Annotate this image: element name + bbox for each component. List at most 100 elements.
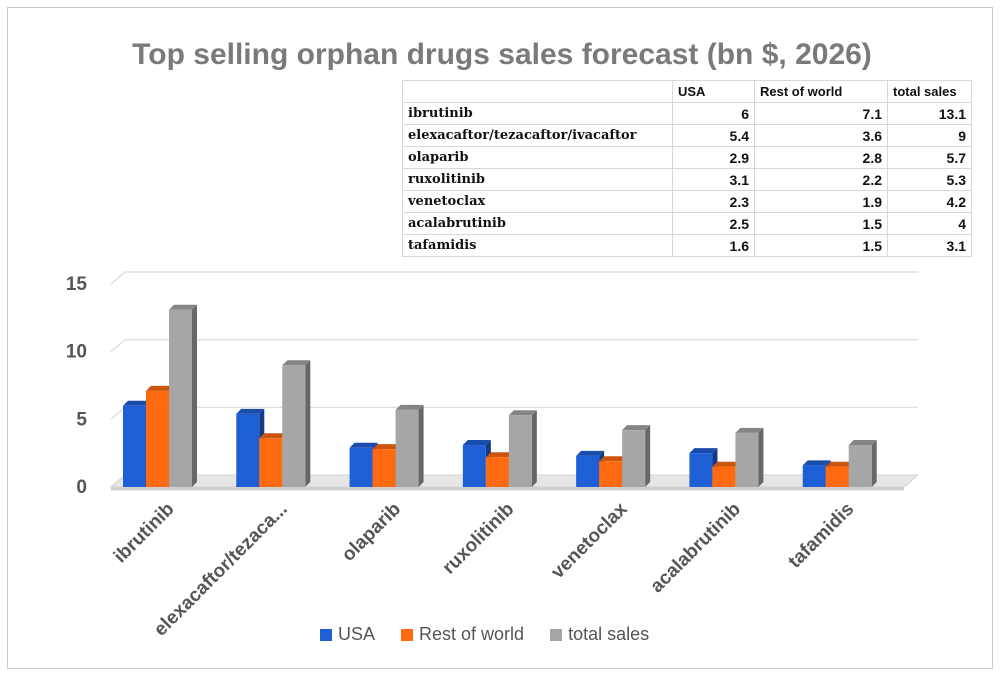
bar-top-usa <box>802 460 831 466</box>
bar-top-total-sales <box>735 427 764 433</box>
table-cell-value: 3.1 <box>887 234 972 257</box>
table-cell-value: 1.5 <box>754 212 888 235</box>
table-cell-drug: ruxolitinib <box>402 168 673 191</box>
table-cell-value: 2.3 <box>672 190 755 213</box>
legend-item: total sales <box>550 624 649 645</box>
table-cell-drug: acalabrutinib <box>402 212 673 235</box>
bar-rest-of-world <box>825 466 849 487</box>
bar-top-total-sales <box>282 360 311 366</box>
legend-swatch <box>320 628 332 641</box>
table-cell-value: 7.1 <box>754 102 888 125</box>
bar-top-rest-of-world <box>485 452 514 458</box>
table-row: venetoclax 2.3 1.9 4.2 <box>402 190 972 213</box>
x-tick-label: tafamidis <box>784 499 858 573</box>
bar-usa <box>576 455 600 487</box>
bar-total-sales <box>508 415 532 487</box>
table-cell-value: 9 <box>887 124 972 147</box>
bar-total-sales <box>735 432 759 487</box>
table-cell-value: 5.3 <box>887 168 972 191</box>
legend-item: Rest of world <box>401 624 524 645</box>
table-cell-value: 2.8 <box>754 146 888 169</box>
table-cell-drug: elexacaftor/tezacaftor/ivacaftor <box>402 124 673 147</box>
bar-top-usa <box>349 442 378 448</box>
chart-legend: USA Rest of world total sales <box>320 624 649 645</box>
bar-top-rest-of-world <box>259 433 288 439</box>
bar-top-total-sales <box>508 410 537 416</box>
table-cell-drug: tafamidis <box>402 234 673 257</box>
gridline-side <box>110 339 126 353</box>
table-cell-value: 5.7 <box>887 146 972 169</box>
bar-rest-of-world <box>259 438 283 487</box>
bar-top-usa <box>576 450 605 456</box>
x-tick-label: acalabrutinib <box>646 499 744 597</box>
table-cell-value: 3.1 <box>672 168 755 191</box>
table-cell-value: 6 <box>672 102 755 125</box>
table-header-rest-of-world: Rest of world <box>754 80 888 103</box>
bar-rest-of-world <box>712 466 736 487</box>
table-cell-drug: olaparib <box>402 146 673 169</box>
table-cell-drug: venetoclax <box>402 190 673 213</box>
legend-swatch <box>401 628 414 641</box>
bar-top-rest-of-world <box>146 385 174 391</box>
bar-side-total-sales <box>305 360 311 487</box>
x-tick-label: ruxolitinib <box>439 499 519 579</box>
bar-rest-of-world <box>372 449 396 487</box>
table-cell-value: 4 <box>887 212 972 235</box>
bar-usa <box>802 465 826 487</box>
gridline-side <box>110 406 126 420</box>
bar-usa <box>236 413 260 487</box>
bar-total-sales <box>848 445 872 487</box>
table-cell-value: 2.9 <box>672 146 755 169</box>
bar-usa <box>462 445 486 487</box>
bar-top-rest-of-world <box>372 444 401 450</box>
chart-title: Top selling orphan drugs sales forecast … <box>132 38 872 71</box>
bar-side-total-sales <box>758 427 764 487</box>
legend-swatch <box>550 628 563 641</box>
table-cell-value: 2.2 <box>754 168 888 191</box>
x-tick-label: venetoclax <box>547 498 632 583</box>
bar-side-total-sales <box>192 304 197 487</box>
bar-rest-of-world <box>599 461 623 487</box>
bar-total-sales <box>282 365 306 487</box>
bar-top-usa <box>462 440 491 446</box>
bar-usa <box>349 447 373 487</box>
bar-top-total-sales <box>169 304 197 310</box>
bar-side-total-sales <box>871 440 877 487</box>
bar-rest-of-world <box>485 457 509 487</box>
gridline-side <box>110 474 126 488</box>
table-cell-value: 1.9 <box>754 190 888 213</box>
table-cell-value: 1.6 <box>672 234 755 257</box>
bar-side-total-sales <box>645 425 651 487</box>
y-tick-label: 15 <box>66 274 88 295</box>
table-row: acalabrutinib 2.5 1.5 4 <box>402 212 972 235</box>
y-tick-label: 10 <box>66 342 87 363</box>
table-cell-drug: ibrutinib <box>402 102 673 125</box>
table-row: tafamidis 1.6 1.5 3.1 <box>402 234 972 257</box>
table-cell-value: 5.4 <box>672 124 755 147</box>
bar-usa <box>689 453 713 487</box>
legend-label: total sales <box>568 624 650 644</box>
y-tick-label: 0 <box>76 477 87 498</box>
legend-item: USA <box>320 624 375 645</box>
table-header-total-sales: total sales <box>887 80 972 103</box>
table-header-row: USA Rest of world total sales <box>402 80 972 103</box>
bar-rest-of-world <box>146 390 169 487</box>
bar-top-total-sales <box>395 404 424 410</box>
bar-top-usa <box>689 448 718 454</box>
bar-top-rest-of-world <box>712 461 741 467</box>
bar-total-sales <box>622 430 646 487</box>
legend-label: USA <box>338 624 376 644</box>
table-cell-value: 1.5 <box>754 234 888 257</box>
bar-top-rest-of-world <box>825 461 854 467</box>
table-cell-value: 13.1 <box>887 102 972 125</box>
gridline-side <box>110 271 126 285</box>
table-row: elexacaftor/tezacaftor/ivacaftor 5.4 3.6 9 <box>402 124 972 147</box>
legend-label: Rest of world <box>419 624 525 644</box>
bar-top-total-sales <box>848 440 877 446</box>
table-cell-value: 2.5 <box>672 212 755 235</box>
table-cell-value: 4.2 <box>887 190 972 213</box>
bar-total-sales <box>395 409 419 487</box>
data-table: USA Rest of world total sales ibrutinib 6… <box>402 80 972 257</box>
bar-total-sales <box>169 309 192 487</box>
